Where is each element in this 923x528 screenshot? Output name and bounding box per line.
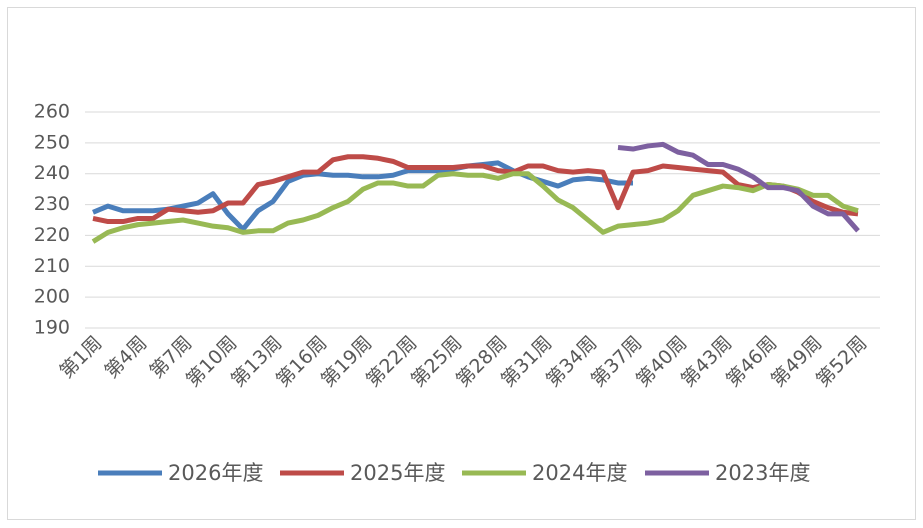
legend-label: 2026年度 [168, 461, 263, 485]
y-tick-label: 260 [34, 101, 70, 123]
y-tick-label: 200 [34, 286, 70, 308]
y-tick-label: 190 [34, 317, 70, 339]
y-tick-label: 220 [34, 224, 70, 246]
chart-border [7, 7, 916, 520]
series-line [92, 154, 859, 225]
y-tick-label: 250 [34, 131, 70, 153]
y-tick-label: 240 [34, 162, 70, 184]
legend-label: 2025年度 [350, 461, 445, 485]
y-tick-label: 230 [34, 193, 70, 215]
series-line [91, 171, 859, 244]
legend-label: 2024年度 [532, 461, 627, 485]
legend-label: 2023年度 [715, 461, 810, 485]
series-line [617, 141, 860, 233]
series-line [92, 160, 633, 232]
y-tick-label: 210 [34, 255, 70, 277]
